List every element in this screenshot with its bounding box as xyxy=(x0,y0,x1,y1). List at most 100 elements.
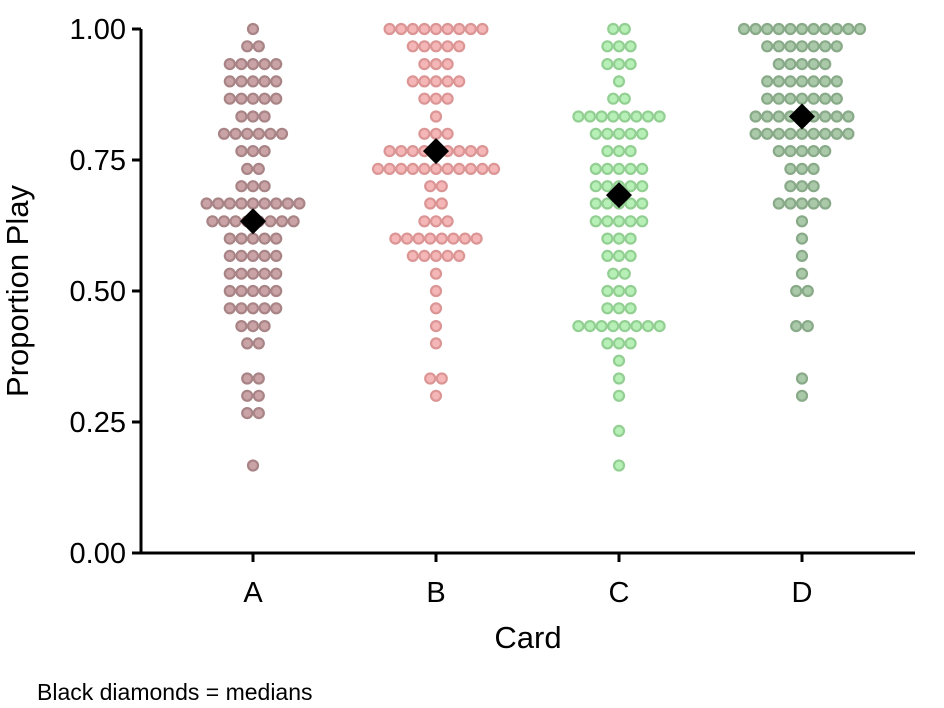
data-point-b xyxy=(406,40,419,53)
data-point-b xyxy=(429,127,443,140)
data-point-c xyxy=(601,284,614,298)
data-point-a xyxy=(287,215,300,228)
data-point-d xyxy=(795,180,809,193)
data-point-a xyxy=(200,197,213,210)
data-point-a xyxy=(246,57,260,71)
data-point-a xyxy=(235,267,248,280)
data-point-d xyxy=(772,110,785,123)
data-point-b xyxy=(453,22,466,36)
data-point-a xyxy=(293,197,306,210)
data-point-c xyxy=(624,232,637,245)
data-point-b xyxy=(476,22,489,36)
data-point-d xyxy=(795,197,809,210)
data-point-c xyxy=(601,232,614,245)
data-point-d xyxy=(830,22,843,36)
data-point-a xyxy=(246,180,260,193)
data-point-b xyxy=(424,372,437,385)
data-point-c xyxy=(618,92,631,105)
data-point-b xyxy=(406,145,419,158)
data-point-a xyxy=(235,92,248,105)
data-point-d xyxy=(807,22,820,36)
data-point-a xyxy=(252,407,265,420)
data-point-a xyxy=(223,57,236,71)
data-point-d xyxy=(784,197,797,210)
data-point-c xyxy=(601,249,614,262)
data-point-a xyxy=(252,162,265,175)
data-point-a xyxy=(270,284,283,298)
data-point-d xyxy=(830,75,843,88)
data-point-d xyxy=(790,284,803,298)
data-point-a xyxy=(235,249,248,262)
data-point-d xyxy=(772,57,785,71)
data-point-d xyxy=(801,284,814,298)
data-point-d xyxy=(784,75,797,88)
data-point-d xyxy=(772,197,785,210)
data-point-c xyxy=(618,267,631,280)
data-point-c xyxy=(612,372,626,385)
data-point-a xyxy=(217,127,231,140)
data-point-a xyxy=(275,127,289,140)
data-point-a xyxy=(235,284,248,298)
data-point-d xyxy=(807,40,820,53)
data-point-d xyxy=(784,180,797,193)
data-point-d xyxy=(830,40,843,53)
data-point-b xyxy=(418,127,431,140)
data-point-b xyxy=(464,22,477,36)
data-point-c xyxy=(601,40,614,53)
data-point-d xyxy=(819,197,832,210)
data-point-d xyxy=(807,127,820,140)
data-point-a xyxy=(270,197,283,210)
data-point-d xyxy=(784,92,797,105)
y-ticks: 0.00 0.25 0.50 0.75 1.00 xyxy=(70,14,141,570)
data-point-a xyxy=(258,57,271,71)
data-point-d xyxy=(795,57,809,71)
data-point-b xyxy=(487,162,501,175)
x-ticks: A B C D xyxy=(243,553,812,609)
data-point-d xyxy=(807,75,820,88)
data-point-c xyxy=(612,215,626,228)
median-diamond-a xyxy=(240,208,266,235)
data-point-b xyxy=(453,145,466,158)
data-point-b xyxy=(418,162,431,175)
data-point-d xyxy=(819,92,832,105)
x-tick-label: A xyxy=(243,577,263,609)
data-point-c xyxy=(601,197,614,210)
data-point-b xyxy=(458,232,472,245)
data-point-c xyxy=(624,197,637,210)
data-point-c xyxy=(624,162,637,175)
data-point-a xyxy=(241,162,254,175)
data-point-b xyxy=(418,40,431,53)
data-point-d xyxy=(795,232,809,245)
data-point-c xyxy=(624,284,637,298)
data-point-b xyxy=(441,215,454,228)
data-point-a xyxy=(223,249,236,262)
data-point-c xyxy=(589,127,602,140)
data-point-a xyxy=(258,320,271,333)
data-point-a xyxy=(270,232,283,245)
data-point-b xyxy=(476,145,489,158)
data-point-c xyxy=(612,424,626,437)
data-point-a xyxy=(258,75,271,88)
data-point-b xyxy=(418,22,431,36)
data-point-b xyxy=(429,110,443,123)
median-diamond-d xyxy=(789,103,815,130)
data-point-d xyxy=(807,180,820,193)
data-point-d xyxy=(795,75,809,88)
data-point-b xyxy=(429,249,443,262)
data-point-c xyxy=(630,320,643,333)
data-point-a xyxy=(241,372,254,385)
data-point-d xyxy=(795,162,809,175)
data-point-b xyxy=(476,162,489,175)
data-point-c xyxy=(636,127,649,140)
data-point-a xyxy=(241,389,254,402)
data-point-d xyxy=(761,40,774,53)
data-point-b xyxy=(453,249,466,262)
data-point-a xyxy=(241,127,254,140)
data-point-d xyxy=(819,57,832,71)
data-point-d xyxy=(819,75,832,88)
data-point-b xyxy=(470,232,483,245)
data-point-a xyxy=(258,180,271,193)
data-point-c xyxy=(595,320,608,333)
data-point-c xyxy=(607,92,620,105)
data-point-c xyxy=(624,127,637,140)
